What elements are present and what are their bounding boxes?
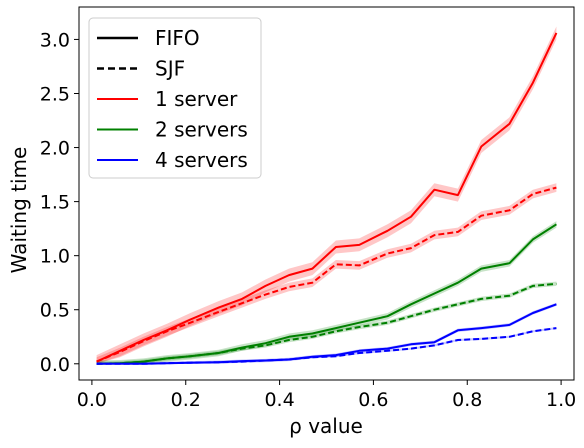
band-2-servers-fifo: [96, 221, 557, 364]
legend-label: 4 servers: [155, 148, 248, 172]
legend-box: [88, 17, 262, 179]
line-1-server-fifo: [96, 32, 558, 363]
line-4-servers-sjf: [96, 327, 557, 365]
y-tick-label: 0.0: [40, 354, 70, 376]
legend-label: FIFO: [155, 26, 200, 50]
y-tick-label: 1.5: [40, 192, 70, 214]
legend-label: 1 server: [155, 87, 238, 111]
y-axis-label: Waiting time: [7, 147, 31, 274]
y-tick-label: 1.0: [40, 246, 70, 268]
x-tick-label: 0.2: [171, 389, 201, 411]
line-2-servers-sjf: [96, 282, 557, 365]
x-tick-label: 0.8: [452, 389, 482, 411]
series-lines: [96, 32, 558, 365]
y-axis-ticks: 0.0 0.5 1.0 1.5 2.0 2.5 3.0: [40, 29, 79, 376]
legend: FIFO SJF 1 server 2 servers 4 servers: [88, 17, 262, 179]
x-tick-label: 1.0: [546, 389, 576, 411]
y-tick-label: 2.0: [40, 138, 70, 160]
axes: [78, 6, 575, 381]
x-tick-label: 0.0: [77, 389, 107, 411]
x-tick-label: 0.6: [358, 389, 388, 411]
plot-frame: [78, 6, 575, 381]
legend-label: 2 servers: [155, 118, 248, 142]
y-tick-label: 3.0: [40, 29, 70, 51]
y-tick-label: 0.5: [40, 300, 70, 322]
line-2-servers-fifo: [96, 223, 557, 365]
x-tick-label: 0.4: [264, 389, 294, 411]
line-1-server-sjf: [96, 186, 557, 363]
x-axis-ticks: 0.0 0.2 0.4 0.6 0.8 1.0: [77, 380, 576, 411]
band-1-server-sjf: [96, 183, 557, 364]
y-tick-label: 2.5: [40, 83, 70, 105]
x-axis-label: ρ value: [289, 414, 363, 438]
band-2-servers-sjf: [96, 281, 557, 364]
legend-label: SJF: [155, 57, 185, 81]
